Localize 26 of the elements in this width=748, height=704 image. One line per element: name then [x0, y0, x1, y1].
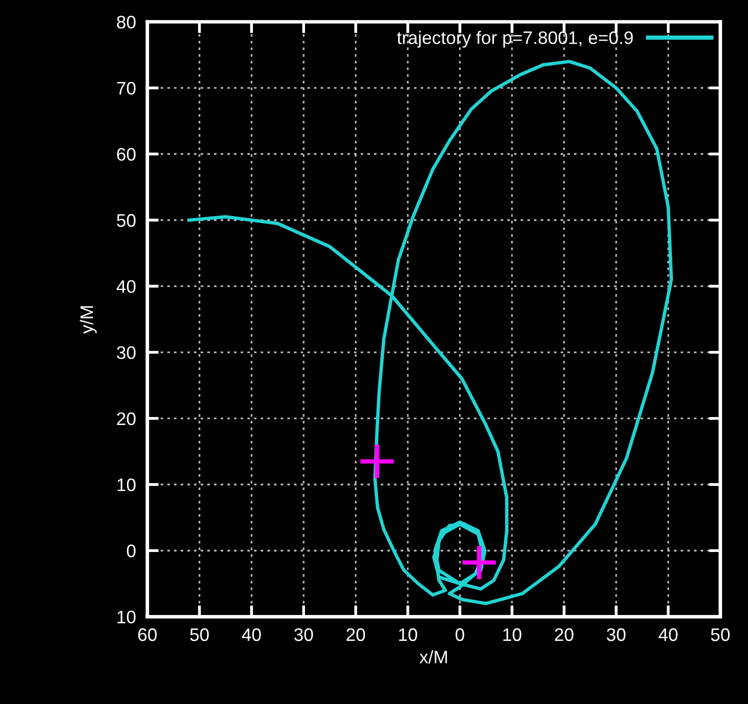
y-tick-label: 40: [116, 280, 136, 293]
x-tick-label: 40: [658, 628, 678, 642]
y-axis-title: y/M: [80, 306, 97, 334]
x-tick-label: 60: [138, 628, 157, 642]
line-series: [187, 60, 674, 606]
x-tick-label: 20: [346, 628, 366, 642]
y-tick-label: 0: [126, 544, 136, 558]
x-tick-label: 20: [554, 628, 574, 642]
y-tick-label: 20: [117, 412, 136, 426]
y-tick-label: 10: [118, 478, 136, 492]
series-label: trajectory for p=7.8001, e=0.9: [397, 30, 633, 48]
x-axis-title: x/M: [420, 650, 447, 664]
x-tick-label: 50: [711, 628, 730, 642]
x-tick-label: 30: [606, 628, 626, 642]
y-tick-label: 70: [117, 82, 136, 95]
x-tick-label: 50: [190, 628, 209, 642]
y-tick-label: 50: [116, 214, 136, 227]
y-tick-label: 30: [116, 346, 136, 360]
y-tick-label: 10: [118, 610, 136, 624]
x-tick-label: 40: [242, 628, 261, 642]
y-tick-label: 60: [117, 148, 136, 161]
y-tick-label: 80: [116, 16, 136, 29]
x-tick-label: 30: [294, 628, 313, 642]
x-tick-label: 10: [399, 628, 418, 642]
x-tick-label: 10: [503, 628, 522, 642]
x-tick-label: 0: [456, 628, 464, 642]
